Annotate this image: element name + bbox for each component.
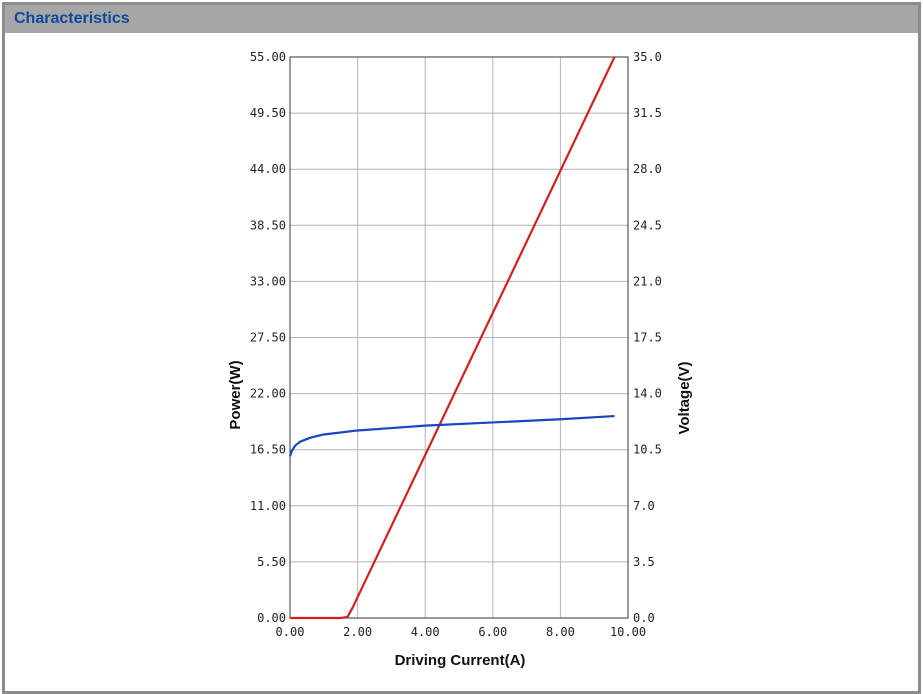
y-tick-label: 49.50 <box>250 106 286 120</box>
y2-tick-label: 35.0 <box>633 50 662 64</box>
y-tick-label: 22.00 <box>250 387 286 401</box>
y-tick-label: 16.50 <box>250 443 286 457</box>
panel-header: Characteristics <box>5 5 918 33</box>
plot-area <box>289 56 629 619</box>
y-tick-label: 44.00 <box>250 162 286 176</box>
y2-tick-label: 14.0 <box>633 387 662 401</box>
y2-tick-label: 3.5 <box>633 555 655 569</box>
x-tick-label: 2.00 <box>343 625 372 639</box>
y-tick-label: 11.00 <box>250 499 286 513</box>
x-axis-label: Driving Current(A) <box>395 652 526 669</box>
y2-tick-label: 10.5 <box>633 443 662 457</box>
y2-tick-label: 7.0 <box>633 499 655 513</box>
x-tick-label: 4.00 <box>411 625 440 639</box>
y-tick-label: 55.00 <box>250 50 286 64</box>
y2-tick-label: 31.5 <box>633 106 662 120</box>
y-axis-label: Power(W) <box>227 360 244 429</box>
x-tick-label: 0.00 <box>276 625 305 639</box>
y-tick-label: 33.00 <box>250 274 286 288</box>
y2-tick-label: 17.5 <box>633 331 662 345</box>
voltage-series-line <box>288 414 615 457</box>
x-tick-label: 6.00 <box>478 625 507 639</box>
y-tick-label: 27.50 <box>250 331 286 345</box>
y-tick-label: 38.50 <box>250 218 286 232</box>
y2-tick-label: 21.0 <box>633 274 662 288</box>
y2-tick-label: 0.0 <box>633 611 655 625</box>
y-tick-label: 0.00 <box>257 611 286 625</box>
x-tick-label: 10.00 <box>610 625 646 639</box>
grid <box>290 57 628 618</box>
panel-title: Characteristics <box>14 10 130 27</box>
y2-tick-label: 24.5 <box>633 218 662 232</box>
y-tick-label: 5.50 <box>257 555 286 569</box>
y2-tick-label: 28.0 <box>633 162 662 176</box>
x-tick-label: 8.00 <box>546 625 575 639</box>
y2-axis-label: Voltage(V) <box>676 361 693 434</box>
